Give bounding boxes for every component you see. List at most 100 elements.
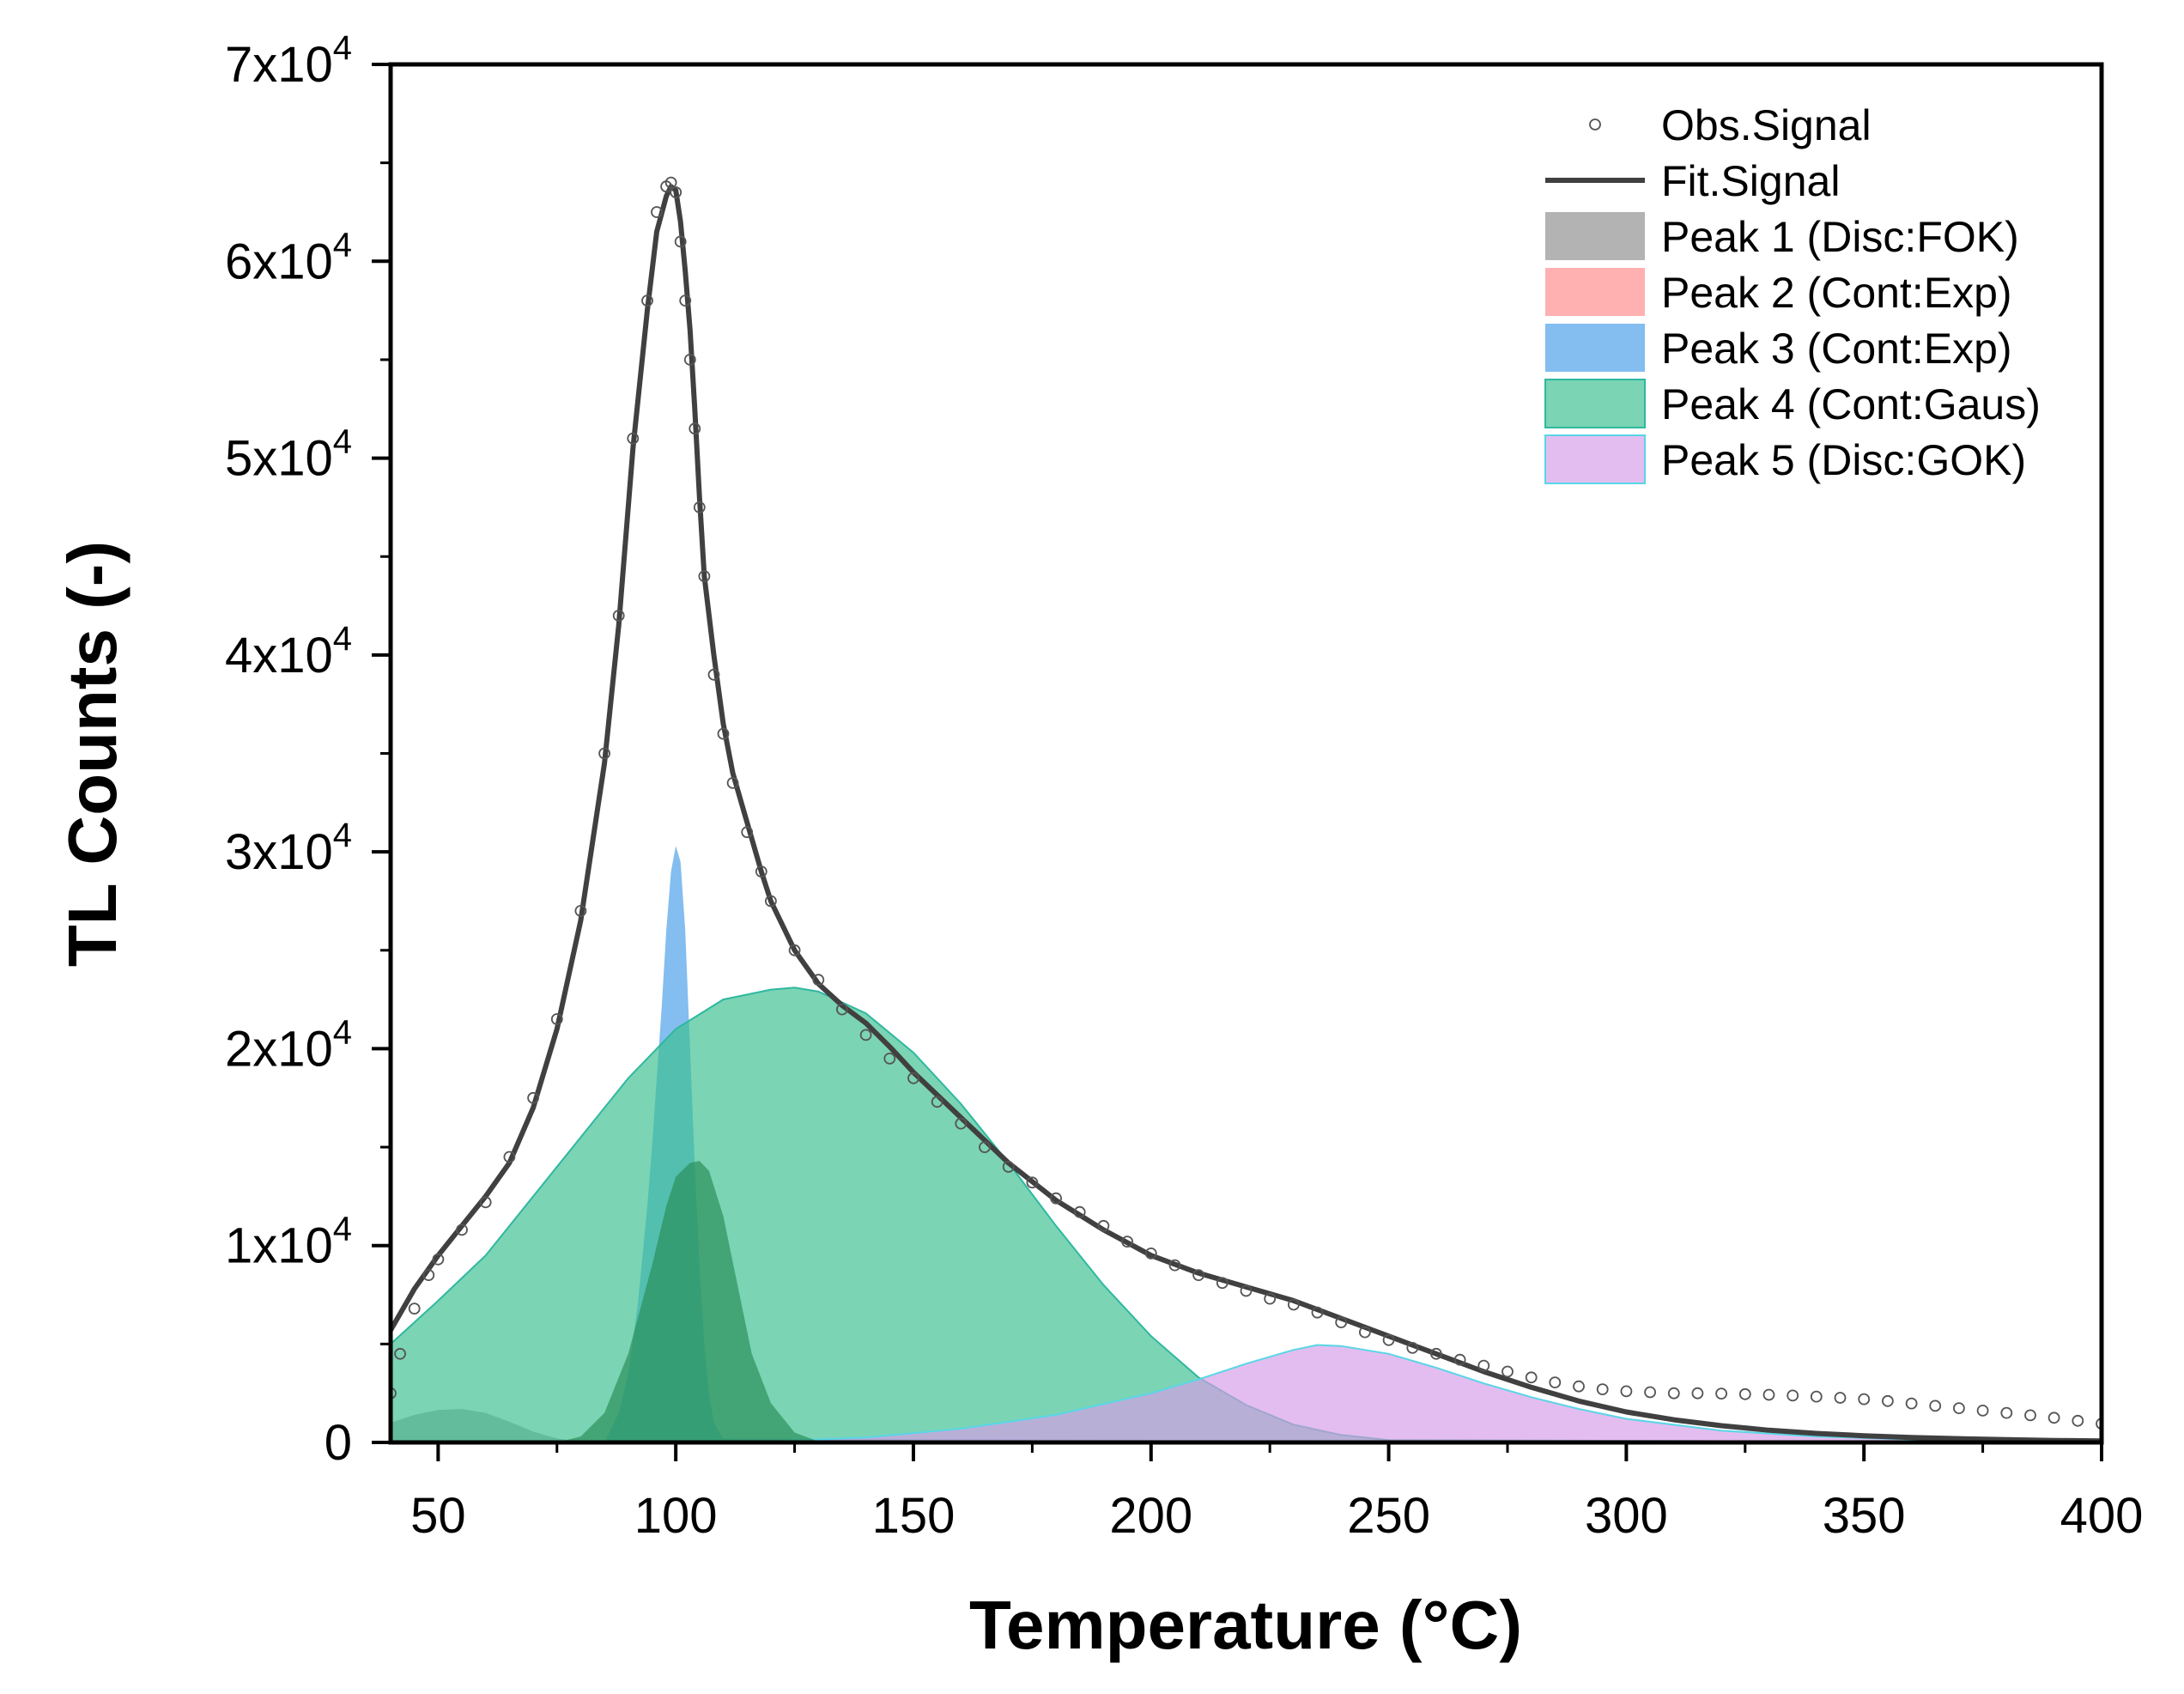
obs-point bbox=[2024, 1409, 2036, 1422]
obs-point bbox=[1738, 1387, 1751, 1400]
peak-areas bbox=[391, 846, 2102, 1442]
y-tick-label: 7x104 bbox=[225, 29, 352, 93]
obs-point bbox=[1787, 1389, 1799, 1402]
y-tick-label: 3x104 bbox=[225, 817, 352, 880]
obs-point bbox=[422, 1269, 435, 1281]
obs-point bbox=[641, 294, 653, 307]
obs-point bbox=[527, 1091, 539, 1104]
obs-point bbox=[1929, 1400, 1942, 1412]
obs-point bbox=[1905, 1397, 1918, 1410]
legend-swatch bbox=[1545, 268, 1645, 316]
obs-point bbox=[1477, 1359, 1490, 1372]
obs-point bbox=[456, 1223, 468, 1236]
legend-item-peak-2-cont-exp: Peak 2 (Cont:Exp) bbox=[1545, 268, 2012, 317]
obs-point bbox=[1192, 1269, 1204, 1281]
obs-point bbox=[1691, 1387, 1704, 1400]
obs-point bbox=[1073, 1205, 1086, 1218]
legend-label: Peak 4 (Cont:Gaus) bbox=[1661, 380, 2041, 428]
obs-point bbox=[1762, 1388, 1775, 1401]
legend-item-peak-5-disc-gok: Peak 5 (Disc:GOK) bbox=[1544, 434, 2026, 484]
legend-label: Peak 1 (Disc:FOK) bbox=[1661, 213, 2019, 261]
legend-label: Fit.Signal bbox=[1661, 157, 1840, 205]
obs-point bbox=[707, 668, 720, 681]
obs-point bbox=[1715, 1387, 1727, 1400]
area-peak-1-near-100 bbox=[391, 1161, 2102, 1442]
x-tick-label: 100 bbox=[634, 1488, 718, 1544]
obs-point bbox=[1667, 1387, 1680, 1400]
x-tick-label: 300 bbox=[1585, 1488, 1668, 1544]
obs-point bbox=[693, 501, 706, 513]
obs-point bbox=[1573, 1380, 1585, 1393]
obs-point bbox=[2096, 1418, 2102, 1430]
legend-label: Peak 2 (Cont:Exp) bbox=[1661, 269, 2012, 317]
obs-point bbox=[836, 1003, 848, 1016]
obs-point bbox=[1549, 1376, 1562, 1388]
legend-marker-circle bbox=[1589, 118, 1601, 131]
y-tick-label: 6x104 bbox=[225, 226, 352, 289]
obs-point bbox=[765, 895, 777, 908]
obs-point bbox=[1881, 1394, 1894, 1407]
legend-label: Peak 5 (Disc:GOK) bbox=[1661, 436, 2026, 484]
obs-point bbox=[812, 974, 825, 987]
y-axis-label: TL Counts (-) bbox=[54, 541, 130, 967]
obs-point bbox=[627, 432, 640, 445]
obs-point bbox=[1288, 1298, 1300, 1311]
obs-point bbox=[550, 1013, 563, 1025]
obs-point bbox=[907, 1072, 919, 1084]
obs-point bbox=[2072, 1414, 2084, 1427]
x-tick-label: 150 bbox=[872, 1488, 956, 1544]
x-tick-label: 200 bbox=[1109, 1488, 1192, 1544]
obs-point bbox=[664, 176, 677, 189]
obs-point bbox=[670, 186, 682, 198]
obs-point bbox=[503, 1151, 516, 1163]
observed-points bbox=[391, 176, 2102, 1430]
obs-point bbox=[788, 944, 801, 956]
obs-point bbox=[1596, 1383, 1609, 1395]
obs-point bbox=[432, 1253, 445, 1266]
obs-point bbox=[1453, 1353, 1466, 1366]
obs-point bbox=[755, 865, 767, 877]
obs-point bbox=[883, 1053, 896, 1065]
obs-point bbox=[1216, 1277, 1228, 1290]
obs-point bbox=[1952, 1402, 1965, 1414]
obs-point bbox=[1311, 1306, 1324, 1319]
obs-point bbox=[1359, 1326, 1371, 1339]
obs-point bbox=[674, 235, 687, 248]
obs-point bbox=[1525, 1371, 1538, 1384]
legend-item-obs-signal: Obs.Signal bbox=[1589, 101, 1872, 149]
obs-point bbox=[651, 206, 663, 218]
obs-point bbox=[717, 727, 730, 740]
obs-point bbox=[1050, 1192, 1062, 1205]
y-axis-ticks: 0 1x104 2x104 3x104 4x104 5x104 6x104 7x104 bbox=[225, 29, 391, 1471]
obs-point bbox=[408, 1302, 421, 1315]
obs-point bbox=[1976, 1405, 1989, 1417]
legend-item-peak-1-disc-fok: Peak 1 (Disc:FOK) bbox=[1545, 212, 2019, 261]
line-fit-signal bbox=[391, 184, 2102, 1442]
obs-point bbox=[1240, 1284, 1253, 1297]
obs-point bbox=[683, 353, 696, 366]
y-tick-label: 1x104 bbox=[225, 1211, 352, 1274]
legend-item-peak-3-cont-exp: Peak 3 (Cont:Exp) bbox=[1545, 324, 2012, 373]
obs-point bbox=[1430, 1347, 1442, 1360]
legend-swatch bbox=[1545, 212, 1645, 260]
obs-point bbox=[1620, 1385, 1633, 1398]
obs-point bbox=[2048, 1412, 2060, 1424]
obs-point bbox=[1810, 1390, 1823, 1403]
obs-point bbox=[859, 1029, 872, 1041]
obs-point bbox=[698, 570, 711, 582]
obs-point bbox=[741, 826, 754, 839]
obs-point bbox=[598, 747, 610, 760]
x-axis-label: Temperature (°C) bbox=[969, 1587, 1522, 1663]
obs-point bbox=[1406, 1342, 1419, 1354]
legend-swatch bbox=[1544, 434, 1646, 484]
obs-point bbox=[679, 294, 692, 307]
obs-point bbox=[955, 1117, 968, 1130]
obs-point bbox=[1502, 1365, 1514, 1378]
legend: Obs.Signal Fit.Signal Peak 1 (Disc:FOK) Pea… bbox=[1544, 101, 2041, 484]
obs-point bbox=[1335, 1316, 1348, 1328]
y-tick-label: 5x104 bbox=[225, 423, 352, 487]
obs-point bbox=[1858, 1393, 1871, 1406]
legend-swatch bbox=[1544, 379, 1646, 428]
obs-point bbox=[1144, 1248, 1157, 1260]
